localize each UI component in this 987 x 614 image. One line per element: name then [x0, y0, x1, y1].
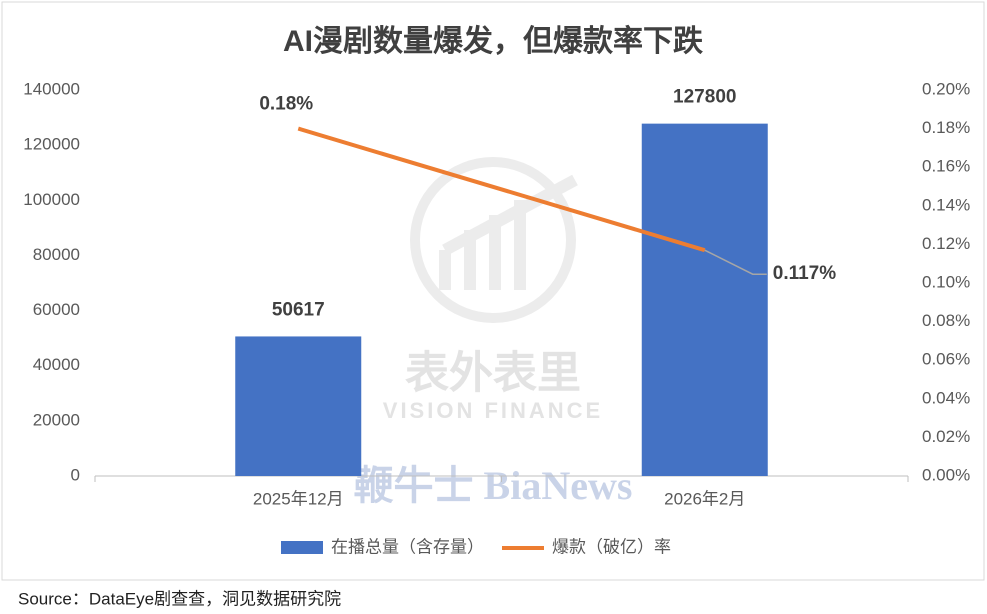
y2-tick-label: 0.08% — [922, 311, 970, 330]
legend-label: 在播总量（含存量） — [331, 537, 484, 556]
line — [297, 126, 706, 253]
data-label: 0.18% — [259, 94, 313, 115]
bar — [641, 123, 768, 476]
y2-tick-label: 0.20% — [922, 79, 970, 98]
data-label: 50617 — [272, 299, 325, 320]
legend-label: 爆款（破亿）率 — [552, 537, 671, 556]
data-label: 0.117% — [773, 263, 836, 284]
y-tick-label: 140000 — [23, 79, 80, 98]
y2-tick-label: 0.04% — [922, 388, 970, 407]
y2-tick-label: 0.06% — [922, 350, 970, 369]
x-tick-label: 2026年2月 — [664, 489, 745, 508]
y-tick-label: 20000 — [33, 410, 80, 429]
data-label: 127800 — [673, 87, 736, 108]
source: Source：DataEye剧查查，洞见数据研究院 — [18, 589, 341, 608]
x-tick-label: 2025年12月 — [253, 489, 344, 508]
legend-swatch — [281, 541, 323, 554]
y2-tick-label: 0.10% — [922, 272, 970, 291]
y-tick-label: 60000 — [33, 300, 80, 319]
y2-tick-label: 0.12% — [922, 234, 970, 253]
label-leader — [704, 249, 767, 275]
y-tick-label: 120000 — [23, 135, 80, 154]
bar — [235, 336, 362, 476]
y-tick-label: 80000 — [33, 245, 80, 264]
y2-tick-label: 0.02% — [922, 427, 970, 446]
y2-tick-label: 0.16% — [922, 157, 970, 176]
chart-frame — [1, 1, 985, 581]
watermark: 鞭牛士 BiaNews — [354, 463, 633, 508]
y2-tick-label: 0.00% — [922, 465, 970, 484]
y-tick-label: 40000 — [33, 355, 80, 374]
watermark: 表外表里 — [405, 349, 581, 398]
y2-tick-label: 0.14% — [922, 195, 970, 214]
watermark: VISION FINANCE — [383, 398, 603, 423]
y2-tick-label: 0.18% — [922, 118, 970, 137]
chart-title: AI漫剧数量爆发，但爆款率下跌 — [283, 25, 703, 58]
watermark-logo — [410, 157, 578, 323]
y-tick-label: 0 — [71, 465, 80, 484]
y-tick-label: 100000 — [23, 190, 80, 209]
